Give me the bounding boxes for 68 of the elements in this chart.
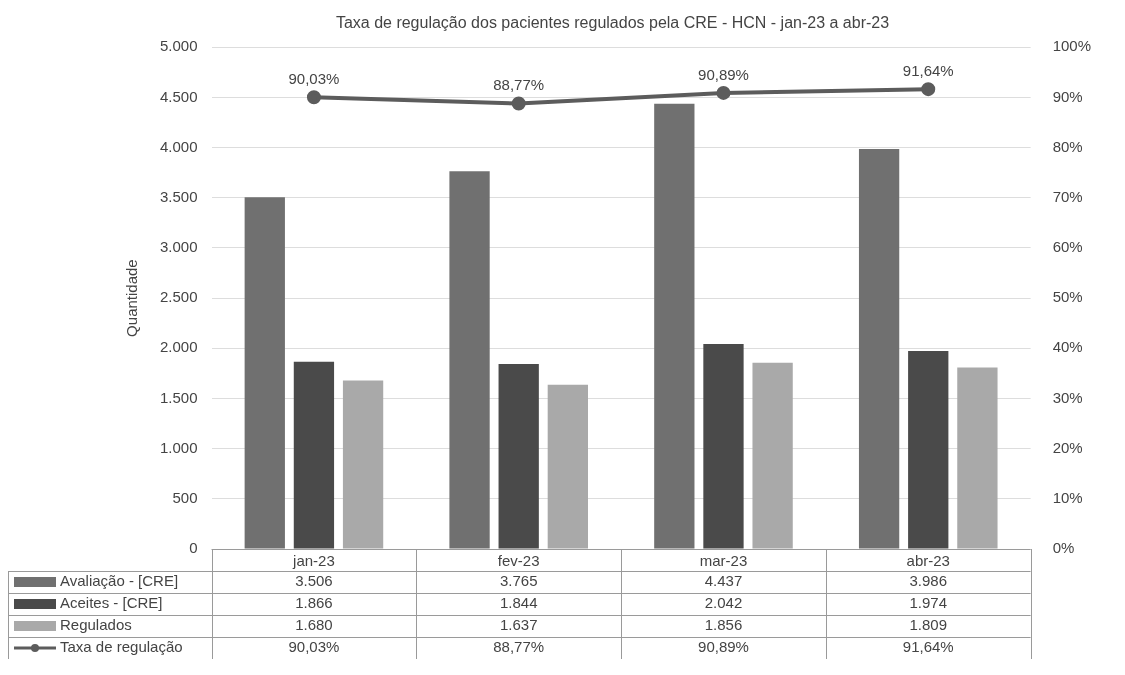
y-tick-label: 2.500 xyxy=(159,288,198,306)
bar xyxy=(858,148,900,549)
point xyxy=(511,96,526,111)
y2-tick-label: 50% xyxy=(1052,288,1083,306)
text: 91,64% xyxy=(902,61,954,79)
x-tick-label: abr-23 xyxy=(906,552,950,570)
x-tick-label: mar-23 xyxy=(699,552,748,570)
y2-tick-label: 100% xyxy=(1052,37,1092,55)
point xyxy=(716,85,731,100)
x-tick-label: fev-23 xyxy=(497,552,540,570)
data-label: 1.637 xyxy=(499,616,538,634)
y-axis-title: Quantidade xyxy=(123,259,141,337)
bar xyxy=(498,363,539,549)
point xyxy=(306,90,321,105)
data-label: 90,03% xyxy=(288,638,340,656)
data-label: 3.506 xyxy=(295,572,333,590)
point xyxy=(921,82,936,97)
y2-tick-label: 80% xyxy=(1052,137,1083,155)
data-label: 91,64% xyxy=(902,638,954,656)
legend-label: Avaliação - [CRE] xyxy=(60,572,179,590)
bar xyxy=(908,350,949,549)
bar xyxy=(449,171,490,549)
y-tick-label: 0 xyxy=(189,539,198,557)
bar xyxy=(547,384,588,549)
data-label: 1.844 xyxy=(499,594,538,612)
data-label: 3.765 xyxy=(499,572,538,590)
bar xyxy=(342,380,384,549)
y-tick-label: 500 xyxy=(172,488,198,506)
y2-tick-label: 0% xyxy=(1052,539,1075,557)
bar xyxy=(244,197,285,549)
data-label: 88,77% xyxy=(493,638,545,656)
y2-tick-label: 10% xyxy=(1052,488,1083,506)
legend-label: Aceites - [CRE] xyxy=(60,594,163,612)
data-label: 1.856 xyxy=(704,616,743,634)
text: 90,03% xyxy=(288,69,340,87)
bar xyxy=(703,344,744,549)
y-tick-label: 4.000 xyxy=(159,137,198,155)
bar xyxy=(293,361,335,549)
data-label: 1.866 xyxy=(295,594,333,612)
data-label: 90,89% xyxy=(698,638,749,656)
bar xyxy=(957,367,998,549)
bar xyxy=(752,362,793,549)
y2-tick-label: 40% xyxy=(1052,338,1083,356)
y2-tick-label: 90% xyxy=(1052,87,1083,105)
y-tick-label: 3.500 xyxy=(159,187,198,205)
text: 88,77% xyxy=(493,76,545,94)
y2-tick-label: 30% xyxy=(1052,388,1083,406)
bar xyxy=(654,103,695,549)
y-tick-label: 1.500 xyxy=(159,388,198,406)
data-label: 2.042 xyxy=(704,594,743,612)
data-label: 3.986 xyxy=(909,572,948,590)
y-tick-label: 4.500 xyxy=(159,87,198,105)
y-tick-label: 1.000 xyxy=(159,438,198,456)
y-tick-label: 5.000 xyxy=(159,37,198,55)
data-label: 1.974 xyxy=(909,594,948,612)
legend-label: Taxa de regulação xyxy=(60,638,183,656)
y2-tick-label: 60% xyxy=(1052,238,1083,256)
data-label: 1.809 xyxy=(909,616,948,634)
y-tick-label: 2.000 xyxy=(159,338,198,356)
x-tick-label: jan-23 xyxy=(292,552,335,570)
y2-tick-label: 20% xyxy=(1052,438,1083,456)
legend-label: Regulados xyxy=(60,616,132,634)
data-label: 1.680 xyxy=(295,616,333,634)
text: 90,89% xyxy=(698,65,749,83)
y-tick-label: 3.000 xyxy=(159,238,198,256)
data-label: 4.437 xyxy=(704,572,743,590)
chart-title: Taxa de regulação dos pacientes regulados pela CRE - HCN - jan-23 a abr-23 xyxy=(335,14,890,32)
y2-tick-label: 70% xyxy=(1052,187,1083,205)
